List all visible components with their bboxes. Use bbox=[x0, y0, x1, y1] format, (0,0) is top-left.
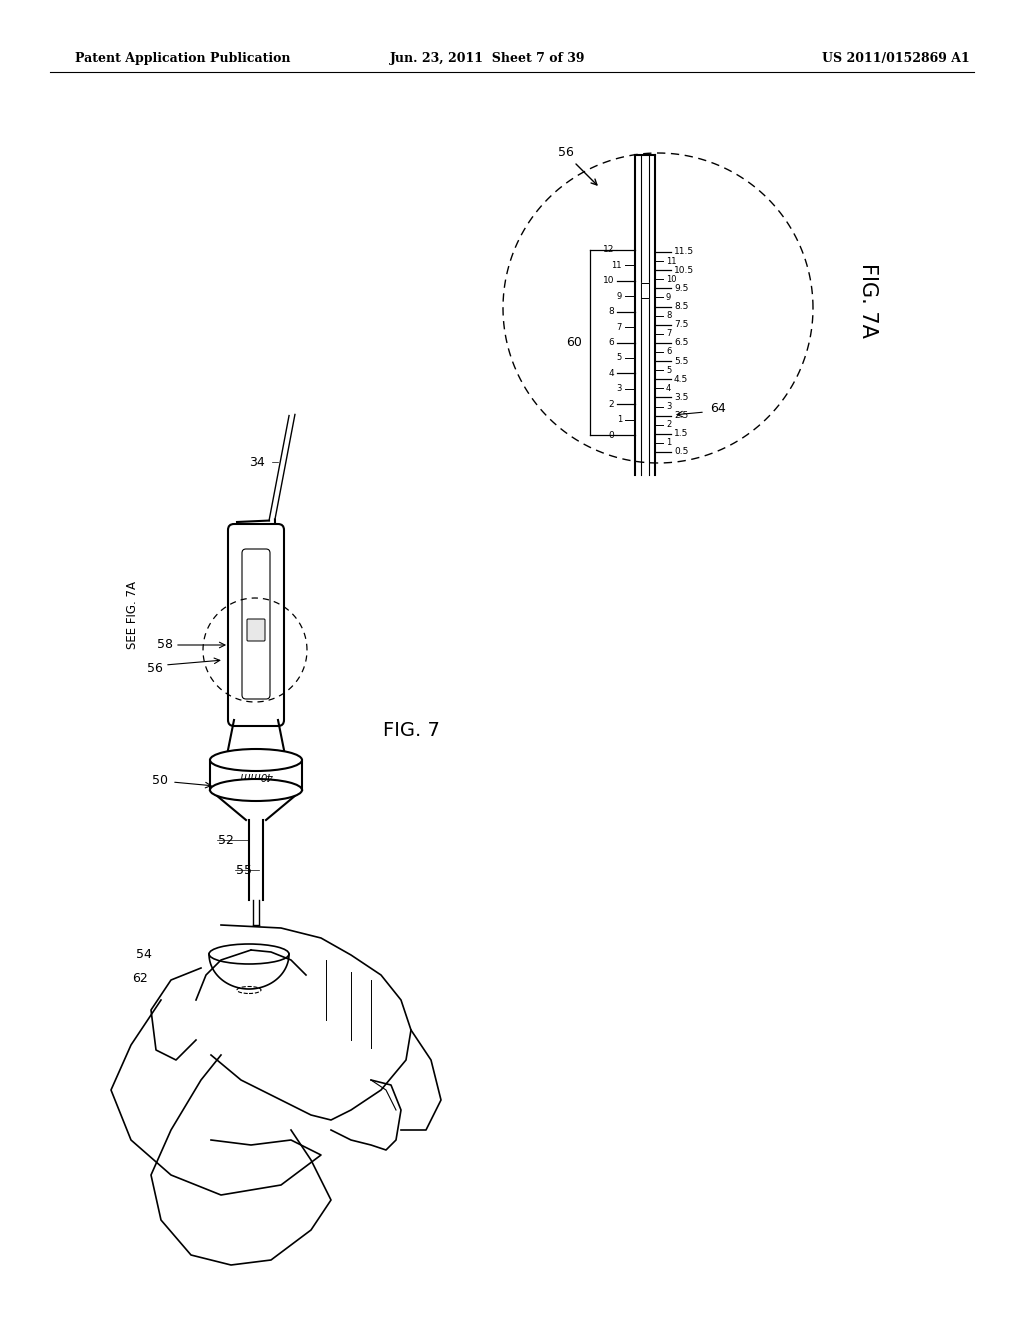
Text: 10.5: 10.5 bbox=[674, 265, 694, 275]
Text: 0: 0 bbox=[608, 430, 614, 440]
Text: 6: 6 bbox=[608, 338, 614, 347]
Text: 62: 62 bbox=[132, 972, 148, 985]
Text: 12: 12 bbox=[603, 246, 614, 255]
Text: 58: 58 bbox=[157, 638, 173, 651]
Text: 52: 52 bbox=[218, 833, 233, 846]
Polygon shape bbox=[641, 282, 649, 297]
Text: 50: 50 bbox=[152, 774, 168, 787]
Text: 4: 4 bbox=[666, 384, 672, 393]
Text: 54: 54 bbox=[136, 949, 152, 961]
Text: 7: 7 bbox=[666, 329, 672, 338]
Text: 7.5: 7.5 bbox=[674, 321, 688, 329]
Text: 34: 34 bbox=[249, 455, 265, 469]
Text: 3: 3 bbox=[616, 384, 622, 393]
Text: US 2011/0152869 A1: US 2011/0152869 A1 bbox=[822, 51, 970, 65]
Text: 1: 1 bbox=[666, 438, 672, 447]
Text: 5.5: 5.5 bbox=[674, 356, 688, 366]
Text: 3.5: 3.5 bbox=[674, 393, 688, 403]
Text: 4.5: 4.5 bbox=[674, 375, 688, 384]
Text: FIG. 7A: FIG. 7A bbox=[858, 263, 878, 338]
Text: SEE FIG. 7A: SEE FIG. 7A bbox=[127, 581, 139, 649]
Text: 56: 56 bbox=[147, 661, 163, 675]
Text: 1: 1 bbox=[616, 414, 622, 424]
Text: 9: 9 bbox=[666, 293, 672, 302]
Text: 9.5: 9.5 bbox=[674, 284, 688, 293]
Text: 6.5: 6.5 bbox=[674, 338, 688, 347]
Text: 56: 56 bbox=[558, 145, 573, 158]
Text: 8: 8 bbox=[608, 308, 614, 317]
Text: 8: 8 bbox=[666, 312, 672, 321]
Text: 7: 7 bbox=[616, 322, 622, 331]
Text: 10: 10 bbox=[602, 276, 614, 285]
Text: 11: 11 bbox=[611, 261, 622, 269]
Text: 5: 5 bbox=[616, 354, 622, 363]
Text: 2: 2 bbox=[666, 420, 672, 429]
Text: Patent Application Publication: Patent Application Publication bbox=[75, 51, 291, 65]
Text: 6: 6 bbox=[666, 347, 672, 356]
Ellipse shape bbox=[210, 779, 302, 801]
Text: 10: 10 bbox=[666, 275, 677, 284]
FancyBboxPatch shape bbox=[228, 524, 284, 726]
Text: 2: 2 bbox=[608, 400, 614, 409]
Text: 3: 3 bbox=[666, 403, 672, 411]
Text: FIG. 7: FIG. 7 bbox=[383, 721, 440, 739]
Text: 2.5: 2.5 bbox=[674, 411, 688, 420]
Text: 8.5: 8.5 bbox=[674, 302, 688, 312]
Text: 11.5: 11.5 bbox=[674, 248, 694, 256]
Text: 5: 5 bbox=[666, 366, 672, 375]
FancyBboxPatch shape bbox=[247, 619, 265, 642]
Text: 64: 64 bbox=[710, 401, 726, 414]
Ellipse shape bbox=[210, 748, 302, 771]
Text: 11: 11 bbox=[666, 256, 677, 265]
Text: 40mm: 40mm bbox=[240, 770, 272, 780]
Text: 1.5: 1.5 bbox=[674, 429, 688, 438]
Text: 60: 60 bbox=[566, 337, 582, 348]
Text: 55: 55 bbox=[236, 863, 252, 876]
FancyBboxPatch shape bbox=[242, 549, 270, 700]
Text: 4: 4 bbox=[608, 368, 614, 378]
Text: Jun. 23, 2011  Sheet 7 of 39: Jun. 23, 2011 Sheet 7 of 39 bbox=[390, 51, 586, 65]
Text: 9: 9 bbox=[616, 292, 622, 301]
Text: 0.5: 0.5 bbox=[674, 447, 688, 457]
